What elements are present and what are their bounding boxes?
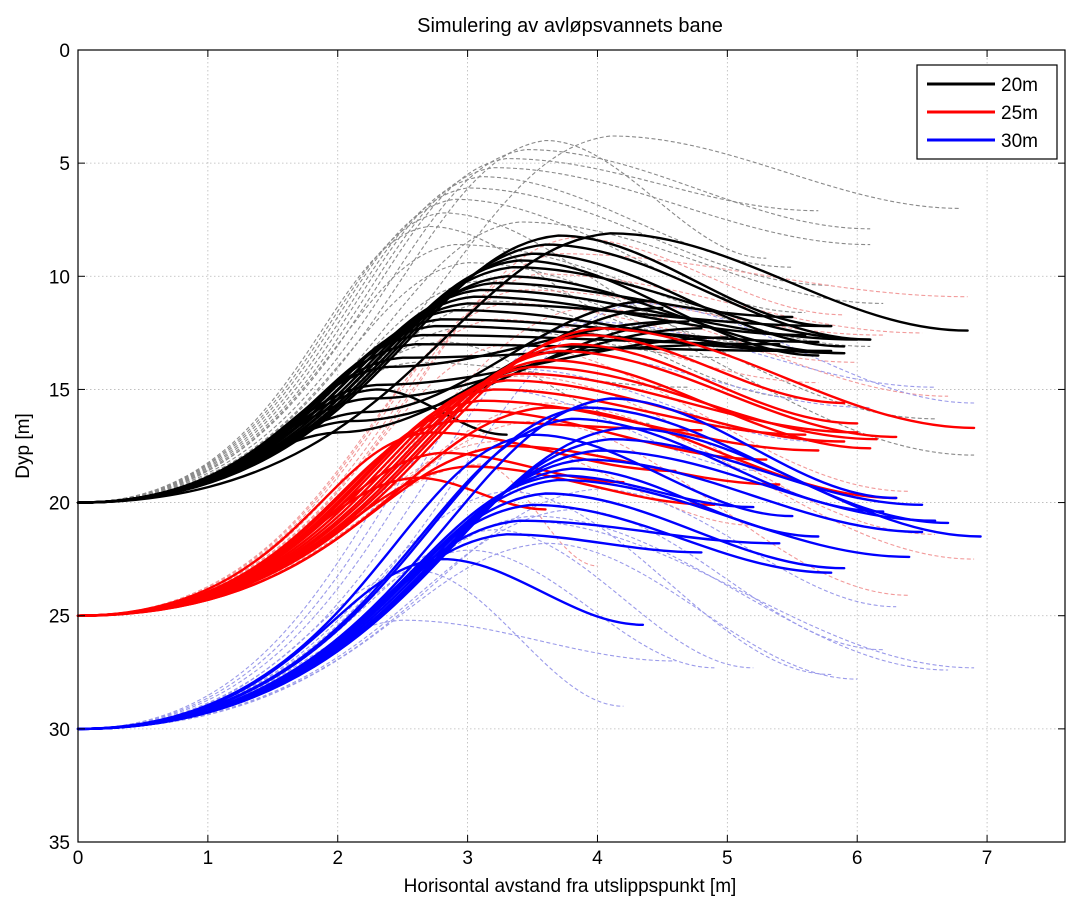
- trajectory-dashed-25m: [77, 253, 968, 617]
- trajectory-dashed-20m: [77, 262, 936, 504]
- trajectory-30m: [76, 474, 755, 731]
- trajectory-30m: [76, 433, 794, 731]
- y-tick-label: 15: [49, 380, 70, 401]
- trajectory-dashed-20m: [77, 225, 663, 504]
- grid: [78, 50, 1065, 842]
- x-tick-label: 2: [332, 848, 343, 869]
- trajectory-dashed-20m: [77, 244, 871, 504]
- trajectory-dashed-20m: [77, 198, 806, 504]
- trajectory-dashed-20m: [77, 187, 832, 504]
- y-tick-label: 35: [49, 833, 70, 854]
- x-tick-label: 5: [722, 848, 733, 869]
- trajectory-dashed-20m: [77, 212, 741, 504]
- y-tick-label: 5: [59, 154, 70, 175]
- x-tick-label: 6: [852, 848, 863, 869]
- trajectory-20m: [76, 234, 833, 504]
- trajectory-25m: [76, 476, 547, 617]
- trajectory-20m: [76, 243, 872, 504]
- trajectory-dashed-30m: [77, 490, 832, 730]
- trajectory-dashed-20m: [77, 149, 871, 504]
- trajectory-25m: [76, 465, 716, 617]
- trajectory-dashed-25m: [77, 440, 754, 617]
- trajectory-dashed-30m: [77, 515, 949, 730]
- x-tick-label: 3: [462, 848, 473, 869]
- trajectory-30m: [76, 397, 898, 731]
- trajectory-dashed-25m: [77, 318, 819, 617]
- legend-label-25m: 25m: [1001, 103, 1038, 124]
- trajectory-30m: [76, 406, 950, 731]
- y-tick-label: 20: [49, 494, 70, 515]
- x-tick-label: 0: [73, 848, 84, 869]
- y-axis-label: Dyp [m]: [13, 413, 34, 478]
- y-tick-label: 30: [49, 720, 70, 741]
- trajectory-dashed-30m: [77, 569, 624, 730]
- trajectory-30m: [76, 557, 645, 731]
- solid-trajectories: [76, 232, 982, 731]
- chart-title: Simulering av avløpsvannets bane: [417, 15, 723, 37]
- x-axis-ticks: 0 1 2 3 4 5 6 7: [73, 50, 993, 869]
- trajectory-dashed-30m: [77, 542, 858, 730]
- trajectory-dashed-25m: [77, 463, 598, 617]
- legend-label-30m: 30m: [1001, 131, 1038, 152]
- trajectory-20m: [76, 232, 969, 504]
- y-axis-ticks: 0 5 10 15 20 25 30 35: [49, 41, 1065, 854]
- y-tick-label: 0: [59, 41, 70, 62]
- y-tick-label: 10: [49, 267, 70, 288]
- trajectory-dashed-30m: [77, 508, 884, 730]
- trajectory-20m: [76, 288, 859, 504]
- x-tick-label: 1: [203, 848, 214, 869]
- legend: 20m 25m 30m: [916, 64, 1058, 160]
- legend-label-20m: 20m: [1001, 75, 1038, 96]
- y-tick-label: 25: [49, 607, 70, 628]
- trajectory-dashed-20m: [77, 176, 793, 504]
- plot-frame: [77, 49, 1066, 843]
- x-tick-label: 4: [592, 848, 603, 869]
- plot-area: [78, 50, 1065, 842]
- x-tick-label: 7: [982, 848, 993, 869]
- x-axis-label: Horisontal avstand fra utslippspunkt [m]: [404, 876, 737, 897]
- trajectory-dashed-30m: [77, 350, 871, 730]
